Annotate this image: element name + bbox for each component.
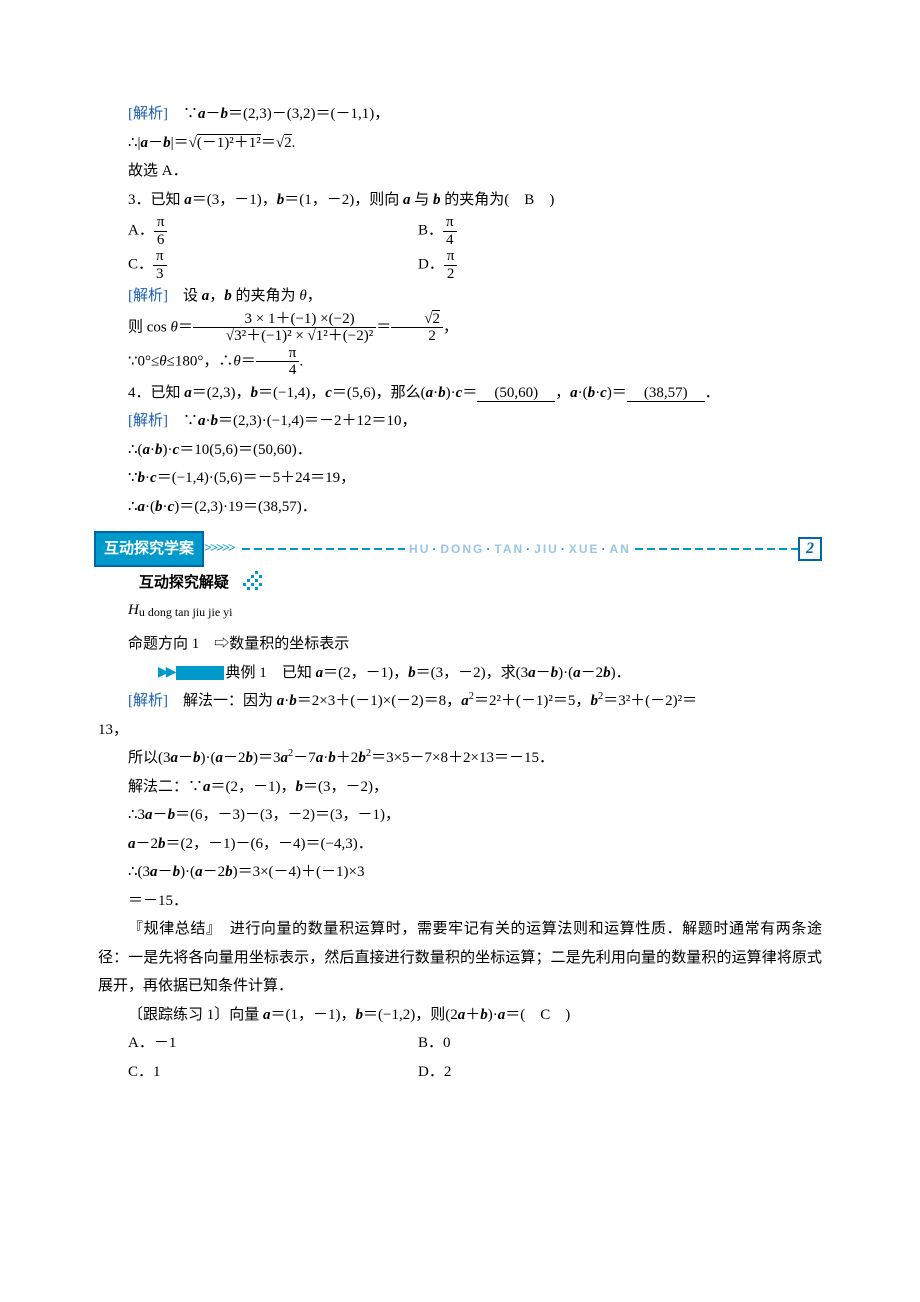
analysis-4-line1: [解析] ∵a·b＝(2,3)·(−1,4)＝－2＋12＝10， xyxy=(98,407,822,436)
analysis-label: [解析] xyxy=(128,693,168,709)
ex1-analysis-2: 所以(3a－b)·(a－2b)＝3a2－7a·b＋2b2＝3×5－7×8＋2×1… xyxy=(98,744,822,773)
block-icon xyxy=(176,666,224,680)
ex1-analysis-6: ∴(3a－b)·(a－2b)＝3×(－4)＋(－1)×3 xyxy=(98,858,822,887)
question-3: 3．已知 a＝(3，－1)，b＝(1，－2)，则向 a 与 b 的夹角为( B … xyxy=(98,186,822,215)
dots-decor-icon xyxy=(243,569,265,591)
play-arrows-icon: ▶▶ xyxy=(128,660,174,687)
analysis-3-line2: 则 cos θ＝3 × 1＋(−1) ×(−2)√3²＋(−1)² × √1²＋… xyxy=(98,311,822,345)
fw1-answer: C xyxy=(540,1007,550,1023)
banner-pinyin: HU·DONG·TAN·JIU·XUE·AN xyxy=(409,538,631,561)
ex1-analysis-5: a－2b＝(2，－1)－(6，－4)＝(−4,3)． xyxy=(98,830,822,859)
q3-opt-d: D．π2 xyxy=(418,248,457,282)
subhead-h: H xyxy=(128,596,139,625)
ex1-analysis-1b: 13， xyxy=(98,716,822,745)
q3-answer: B xyxy=(524,192,534,208)
section-banner: 互动探究学案 >>>>> HU·DONG·TAN·JIU·XUE·AN 2 xyxy=(94,535,822,563)
analysis-4-line3: ∵b·c＝(−1,4)·(5,6)＝－5＋24＝19， xyxy=(98,464,822,493)
analysis-4-line2: ∴(a·b)·c＝10(5,6)＝(50,60)． xyxy=(98,436,822,465)
analysis-1: [解析] ∵a－b＝(2,3)－(3,2)＝(－1,1)， xyxy=(98,100,822,129)
banner-arrows-icon: >>>>> xyxy=(204,536,234,563)
subhead-pinyin: u dong tan jiu jie yi xyxy=(139,605,233,619)
analysis-1-line2: ∴|a－b|＝√(－1)²＋1²＝√2. xyxy=(98,129,822,158)
example-1: ▶▶典例 1 已知 a＝(2，－1)，b＝(3，－2)，求(3a－b)·(a－2… xyxy=(98,659,822,688)
q3-opt-b: B．π4 xyxy=(418,214,457,248)
banner-title: 互动探究学案 xyxy=(94,531,204,568)
banner-number: 2 xyxy=(798,537,822,561)
analysis-label: [解析] xyxy=(128,413,168,429)
fw1-opt-b: B．0 xyxy=(418,1029,451,1058)
ex1-analysis-3: 解法二：∵a＝(2，－1)，b＝(3，－2)， xyxy=(98,773,822,802)
rule-summary: 『规律总结』 进行向量的数量积运算时，需要牢记有关的运算法则和运算性质．解题时通… xyxy=(98,915,822,1001)
question-4: 4．已知 a＝(2,3)，b＝(−1,4)，c＝(5,6)，那么(a·b)·c＝… xyxy=(98,379,822,408)
q4-blank-1: (50,60) xyxy=(477,385,555,402)
fw1-options-row1: A．－1 B．0 xyxy=(128,1029,822,1058)
analysis-label: [解析] xyxy=(128,106,168,122)
banner-divider-icon xyxy=(242,548,405,550)
fw1-opt-a: A．－1 xyxy=(128,1029,418,1058)
analysis-4-line4: ∴a·(b·c)＝(2,3)·19＝(38,57)． xyxy=(98,493,822,522)
q3-opt-c: C．π3 xyxy=(128,248,418,282)
q3-opt-a: A．π6 xyxy=(128,214,418,248)
analysis-3-line3: ∵0°≤θ≤180°，∴θ＝π4. xyxy=(98,345,822,379)
q4-blank-2: (38,57) xyxy=(627,385,705,402)
ex1-analysis-1: [解析] 解法一：因为 a·b＝2×3＋(－1)×(－2)＝8，a2＝2²＋(－… xyxy=(98,687,822,716)
banner-divider-icon xyxy=(635,548,798,550)
analysis-3-line1: [解析] 设 a，b 的夹角为 θ， xyxy=(98,282,822,311)
ex1-analysis-4: ∴3a－b＝(6，－3)－(3，－2)＝(3，－1)， xyxy=(98,801,822,830)
analysis-label: [解析] xyxy=(128,288,168,304)
fw1-opt-c: C．1 xyxy=(128,1058,418,1087)
q3-options-row1: A．π6 B．π4 xyxy=(128,214,822,248)
direction-1: 命题方向 1 ⇨数量积的坐标表示 xyxy=(98,630,822,659)
fw1-opt-d: D．2 xyxy=(418,1058,451,1087)
follow-exercise-1: 〔跟踪练习 1〕向量 a＝(1，－1)，b＝(−1,2)，则(2a＋b)·a＝(… xyxy=(98,1001,822,1030)
q3-options-row2: C．π3 D．π2 xyxy=(128,248,822,282)
fw1-options-row2: C．1 D．2 xyxy=(128,1058,822,1087)
ex1-analysis-7: ＝－15． xyxy=(98,887,822,916)
sub-heading: H 互动探究解疑 u dong tan jiu jie yi xyxy=(128,569,822,626)
analysis-1-line3: 故选 A． xyxy=(98,157,822,186)
subhead-cn: 互动探究解疑 xyxy=(139,575,229,591)
